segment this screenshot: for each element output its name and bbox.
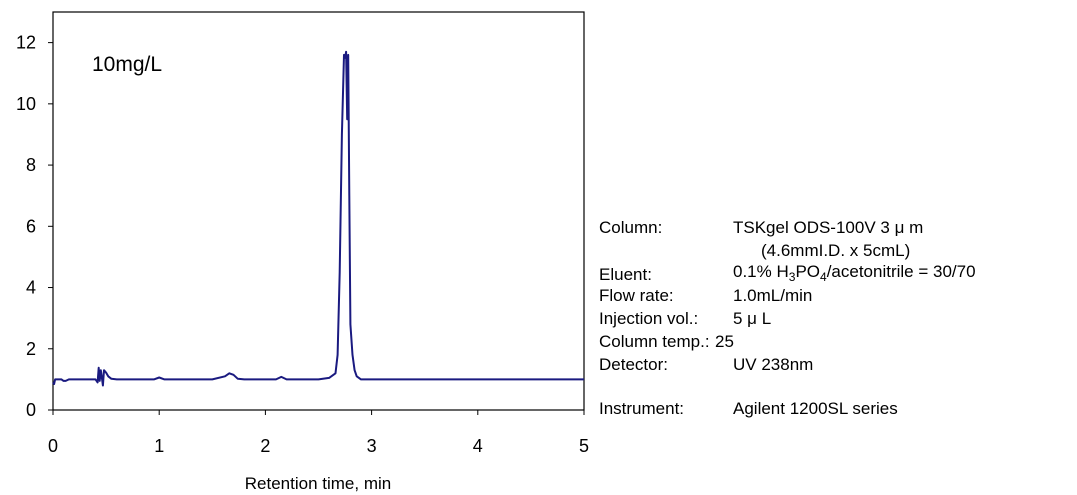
conditions-table: Column: TSKgel ODS-100V 3 μ m (4.6mmI.D.… bbox=[599, 218, 1069, 418]
y-tick-label: 12 bbox=[16, 33, 36, 53]
detector-label: Detector: bbox=[599, 355, 668, 374]
y-tick-label: 8 bbox=[26, 155, 36, 175]
column-label: Column: bbox=[599, 218, 663, 237]
eluent-value: 0.1% H3PO4/acetonitrile = 30/70 bbox=[733, 262, 976, 284]
y-tick-label: 4 bbox=[26, 278, 36, 298]
injection-volume-label: Injection vol.: bbox=[599, 309, 699, 328]
y-tick-label: 10 bbox=[16, 94, 36, 114]
x-tick-label: 4 bbox=[473, 436, 483, 456]
y-tick-label: 0 bbox=[26, 400, 36, 420]
x-tick-label: 1 bbox=[154, 436, 164, 456]
column-dimensions: (4.6mmI.D. x 5cmL) bbox=[761, 241, 911, 260]
x-tick-label: 0 bbox=[48, 436, 58, 456]
eluent-label: Eluent: bbox=[599, 265, 652, 284]
concentration-annotation: 10mg/L bbox=[92, 53, 162, 76]
injection-volume-value: 5 μ L bbox=[733, 309, 772, 328]
column-value: TSKgel ODS-100V 3 μ m bbox=[733, 218, 924, 237]
instrument-label: Instrument: bbox=[599, 399, 685, 418]
y-tick-label: 6 bbox=[26, 216, 36, 236]
flow-rate-value: 1.0mL/min bbox=[733, 286, 813, 305]
column-temp-label: Column temp.: bbox=[599, 332, 710, 351]
column-temp-value: 25 bbox=[715, 332, 734, 351]
y-tick-label: 2 bbox=[26, 339, 36, 359]
chromatogram-trace bbox=[52, 50, 584, 387]
x-tick-label: 2 bbox=[260, 436, 270, 456]
x-tick-label: 5 bbox=[579, 436, 589, 456]
x-axis-title: Retention time, min bbox=[245, 474, 391, 493]
x-tick-label: 3 bbox=[367, 436, 377, 456]
detector-value: UV 238nm bbox=[733, 355, 814, 374]
instrument-value: Agilent 1200SL series bbox=[733, 399, 898, 418]
flow-rate-label: Flow rate: bbox=[599, 286, 674, 305]
plot-area bbox=[52, 11, 585, 411]
